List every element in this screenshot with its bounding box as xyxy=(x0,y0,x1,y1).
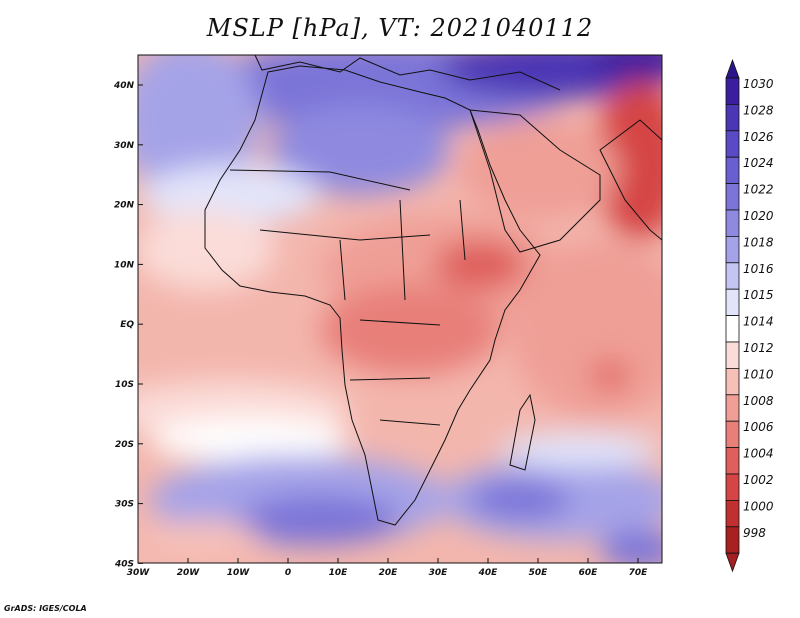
y-tick-label: 30S xyxy=(115,500,134,510)
x-tick-label: 30W xyxy=(127,568,151,578)
colorbar-segment xyxy=(725,499,740,528)
y-tick-label: 20S xyxy=(115,440,134,450)
x-tick-label: 10E xyxy=(329,568,349,578)
colorbar-label: 1000 xyxy=(743,499,774,513)
map-frame xyxy=(137,54,663,564)
x-tick-label: 10W xyxy=(227,568,251,578)
madagascar-outline xyxy=(509,393,536,471)
colorbar-label: 1010 xyxy=(743,367,774,381)
pressure-field xyxy=(138,55,662,563)
colorbar-label: 1012 xyxy=(743,341,774,355)
y-axis: 40N 30N 20N 10N EQ 10S 20S 30S 40S xyxy=(113,81,143,569)
x-tick-label: 50E xyxy=(529,568,549,578)
colorbar-segment xyxy=(725,209,740,237)
colorbar-segment xyxy=(725,473,740,501)
colorbar-bottom-arrow xyxy=(725,552,740,573)
colorbar-label: 1022 xyxy=(743,183,774,197)
y-tick-label: 20N xyxy=(114,201,135,211)
colorbar-segment xyxy=(725,420,740,449)
colorbar-segment xyxy=(725,341,740,369)
colorbar-label: 1002 xyxy=(743,473,774,487)
colorbar-label: 1018 xyxy=(743,235,774,249)
y-tick-label: 40S xyxy=(114,559,134,569)
y-tick-label: 10S xyxy=(115,380,134,390)
colorbar-segment xyxy=(725,447,740,475)
x-tick-label: 20W xyxy=(177,568,201,578)
x-tick-label: 60E xyxy=(579,568,599,578)
colorbar-segment xyxy=(725,183,740,211)
colorbar-label: 1028 xyxy=(743,103,774,117)
colorbar-label: 1016 xyxy=(743,262,774,276)
colorbar-segment xyxy=(725,367,740,396)
grads-credit: GrADS: IGES/COLA xyxy=(4,604,87,613)
y-tick-label: 30N xyxy=(114,141,135,151)
colorbar: 1030 1028 1026 1024 1022 1020 1018 1016 1015 1014… xyxy=(725,58,774,573)
colorbar-label: 998 xyxy=(743,526,766,540)
colorbar-segment xyxy=(725,315,740,343)
colorbar-label: 1024 xyxy=(743,156,774,170)
y-tick-label: EQ xyxy=(120,320,134,330)
arabia-outline xyxy=(469,109,601,253)
colorbar-segment xyxy=(725,526,740,554)
y-tick-label: 40N xyxy=(113,81,135,91)
colorbar-label: 1014 xyxy=(743,315,774,329)
colorbar-segment xyxy=(725,235,740,264)
sample-borders xyxy=(229,169,466,426)
x-tick-label: 0 xyxy=(285,568,291,578)
colorbar-segment xyxy=(725,104,740,132)
x-tick-label: 20E xyxy=(379,568,399,578)
colorbar-segment xyxy=(725,394,740,422)
colorbar-segment xyxy=(725,77,740,105)
x-tick-label: 30E xyxy=(429,568,449,578)
x-axis: 30W 20W 10W 0 10E 20E 30E 40E 50E 60E 70E xyxy=(127,558,648,578)
colorbar-top-arrow xyxy=(725,58,740,79)
africa-outline xyxy=(204,65,541,526)
colorbar-label: 1030 xyxy=(743,77,774,91)
coastlines xyxy=(204,55,662,526)
colorbar-label: 1006 xyxy=(743,420,774,434)
europe-outline xyxy=(254,55,561,91)
map-title: MSLP [hPa], VT: 2021040112 xyxy=(206,14,594,42)
colorbar-segment xyxy=(725,156,740,184)
colorbar-label: 1008 xyxy=(743,394,774,408)
colorbar-label: 1004 xyxy=(743,447,774,461)
colorbar-segment xyxy=(725,288,740,317)
x-tick-label: 40E xyxy=(478,568,499,578)
y-tick-label: 10N xyxy=(114,260,135,270)
colorbar-label: 1026 xyxy=(743,130,774,144)
x-tick-label: 70E xyxy=(629,568,649,578)
colorbar-label: 1015 xyxy=(743,288,774,302)
india-outline xyxy=(599,119,662,241)
colorbar-segment xyxy=(725,130,740,158)
colorbar-segment xyxy=(725,262,740,290)
colorbar-label: 1020 xyxy=(743,209,774,223)
